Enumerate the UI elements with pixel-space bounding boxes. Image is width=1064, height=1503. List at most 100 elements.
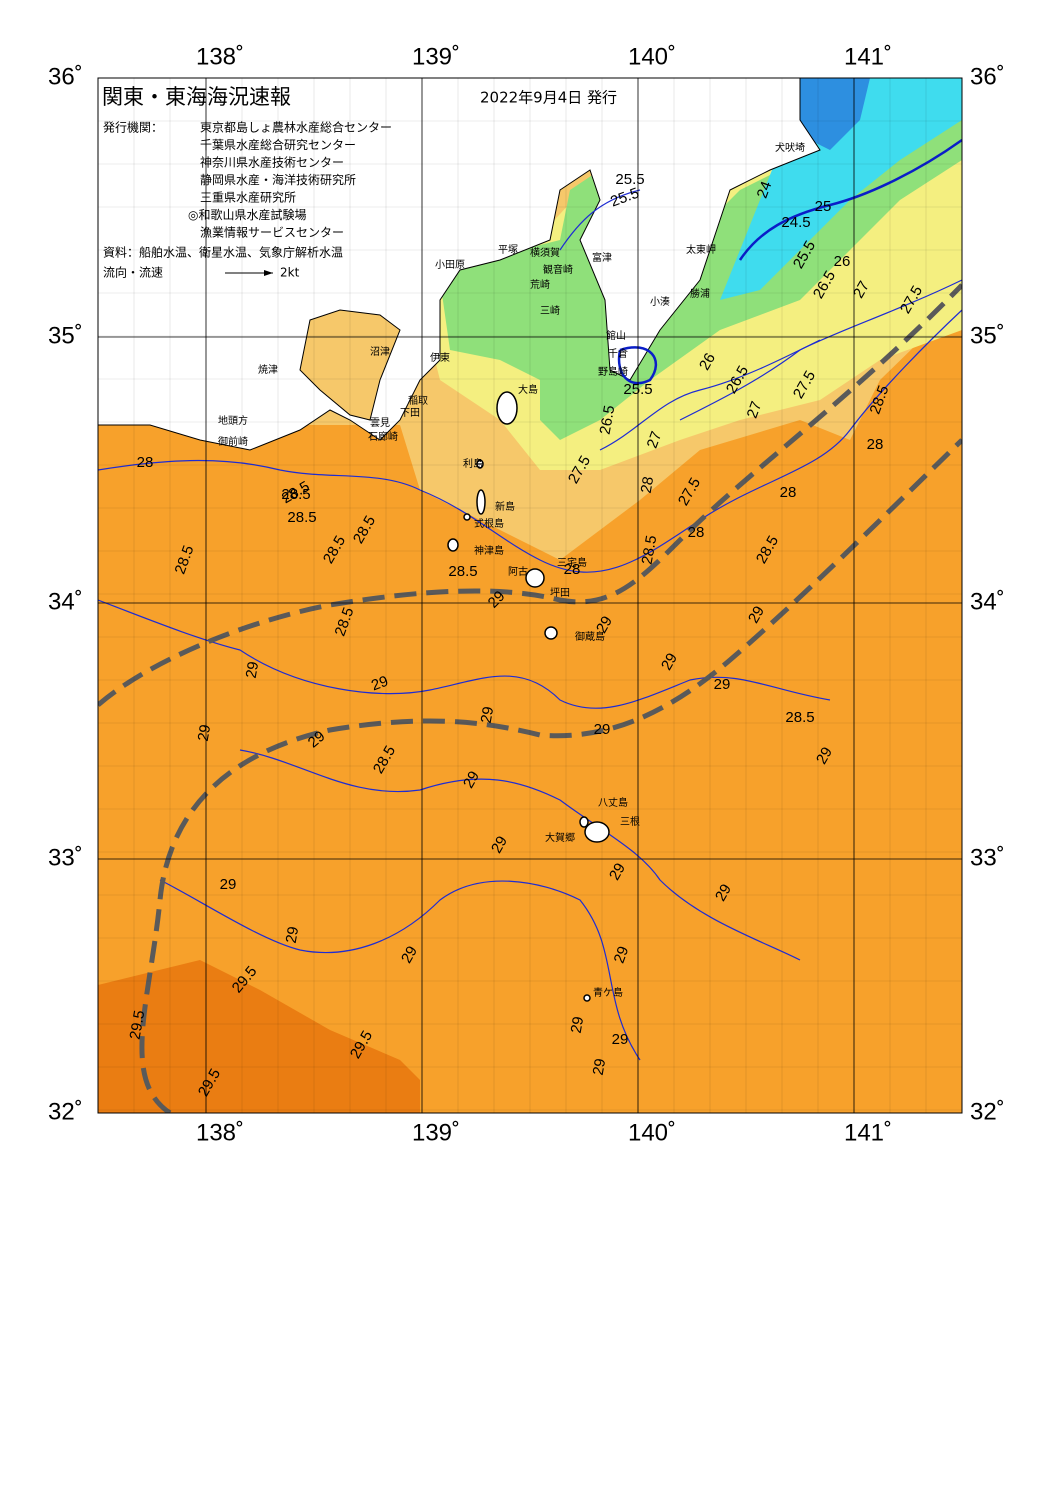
place-name: 新島 bbox=[495, 500, 515, 513]
issuer: 神奈川県水産技術センター bbox=[200, 155, 344, 170]
contour-label: 26 bbox=[834, 253, 851, 270]
contour-label: 28 bbox=[867, 436, 884, 453]
place-name: 雲見 bbox=[370, 417, 390, 429]
lat-label-left: 34˚ bbox=[48, 588, 83, 615]
lat-label-left: 36˚ bbox=[48, 63, 83, 90]
place-name: 利島 bbox=[463, 457, 483, 470]
contour-label: 29 bbox=[478, 705, 498, 724]
contours bbox=[98, 138, 962, 1061]
issuer: 漁業情報サービスセンター bbox=[200, 226, 344, 240]
contour-label: 29 bbox=[745, 603, 768, 626]
contour-label: 27 bbox=[850, 278, 873, 301]
contour-label: 25 bbox=[815, 198, 832, 215]
islands bbox=[447, 391, 610, 1002]
contour-label: 25.5 bbox=[623, 381, 652, 398]
contour-label: 28.5 bbox=[281, 486, 310, 503]
place-name: 大島 bbox=[518, 383, 538, 396]
place-name: 小田原 bbox=[435, 259, 465, 271]
contour-label: 27 bbox=[644, 429, 666, 450]
place-name: 坪田 bbox=[550, 586, 570, 599]
contour-label: 28.5 bbox=[785, 709, 814, 726]
contour-label: 29 bbox=[590, 1057, 610, 1076]
place-name: 御前崎 bbox=[218, 435, 248, 448]
lon-label-top: 140˚ bbox=[628, 43, 676, 70]
place-name: 富津 bbox=[592, 251, 612, 264]
lon-label-bottom: 140˚ bbox=[628, 1119, 676, 1146]
contour-label: 29 bbox=[714, 676, 731, 693]
issuer: 三重県水産研究所 bbox=[200, 190, 296, 205]
contour-label: 29 bbox=[283, 925, 303, 944]
axes: 138˚ 138˚ 139˚ 139˚ 140˚ 140˚ 141˚ 141˚ 36˚ 36˚ 35… bbox=[48, 43, 1005, 1146]
land bbox=[98, 78, 821, 451]
contour-label: 25.5 bbox=[615, 171, 644, 188]
contour-label: 29 bbox=[612, 1031, 629, 1048]
place-name: 荒崎 bbox=[530, 278, 550, 291]
legend-label: 流向・流速 bbox=[103, 265, 163, 280]
contour-label: 29 bbox=[611, 944, 633, 965]
contour-label: 24.5 bbox=[781, 214, 810, 231]
lat-label-right: 36˚ bbox=[970, 63, 1005, 90]
contour-label: 28 bbox=[137, 454, 154, 471]
lon-label-bottom: 139˚ bbox=[412, 1119, 460, 1146]
contour-label: 29 bbox=[593, 613, 616, 636]
contour-label: 24 bbox=[754, 179, 776, 200]
contour-label: 29 bbox=[813, 744, 836, 767]
contour-label: 29 bbox=[195, 723, 215, 742]
contour-label: 29 bbox=[606, 860, 629, 883]
lat-label-right: 35˚ bbox=[970, 322, 1005, 349]
lat-label-right: 34˚ bbox=[970, 588, 1005, 615]
contour-label: 26.5 bbox=[597, 404, 619, 436]
contour-label: 28 bbox=[780, 484, 797, 501]
issuer: 東京都島しょ農林水産総合センター bbox=[200, 120, 392, 135]
contour-label: 27 bbox=[744, 399, 766, 420]
place-name: 稲取 bbox=[408, 395, 428, 407]
place-name: 平塚 bbox=[498, 244, 518, 256]
place-name: 下田 bbox=[400, 408, 420, 419]
issuer: ◎和歌山県水産試験場 bbox=[188, 207, 306, 222]
contour-label: 29 bbox=[398, 943, 421, 966]
place-name: 野島崎 bbox=[598, 365, 628, 378]
place-name: 石廊崎 bbox=[368, 430, 398, 443]
contour-label: 29 bbox=[369, 673, 390, 695]
place-name: 小湊 bbox=[650, 295, 670, 308]
place-name: 伊東 bbox=[430, 351, 450, 364]
source: 資料：船舶水温、衛星水温、気象庁解析水温 bbox=[103, 245, 343, 260]
place-name: 大賀郷 bbox=[545, 831, 575, 844]
contour-label: 29 bbox=[460, 768, 483, 791]
place-name: 勝浦 bbox=[690, 287, 710, 300]
grid bbox=[98, 78, 962, 1113]
lon-label-bottom: 138˚ bbox=[196, 1119, 244, 1146]
current-axis bbox=[98, 283, 962, 1113]
contour-label: 29 bbox=[594, 721, 611, 738]
issuers: 東京都島しょ農林水産総合センター千葉県水産総合研究センター神奈川県水産技術センタ… bbox=[188, 120, 392, 240]
map-frame bbox=[97, 77, 963, 1114]
issue-date: 2022年9月4日 発行 bbox=[480, 89, 617, 107]
place-name: 犬吠埼 bbox=[775, 141, 805, 154]
lat-label-right: 32˚ bbox=[970, 1098, 1005, 1125]
place-name: 神津島 bbox=[474, 544, 504, 557]
contour-label: 28 bbox=[638, 475, 658, 494]
place-name: 太東岬 bbox=[686, 243, 716, 256]
place-name: 青ケ島 bbox=[593, 986, 623, 999]
lon-label-top: 141˚ bbox=[844, 43, 892, 70]
contour-label: 28 bbox=[564, 561, 581, 578]
contour-label: 29 bbox=[712, 881, 735, 904]
place-name: 千倉 bbox=[608, 347, 628, 360]
place-name: 沼津 bbox=[370, 345, 390, 358]
contour-label: 29 bbox=[658, 650, 681, 673]
contour-label: 29 bbox=[243, 660, 263, 679]
contour-label: 29.5 bbox=[127, 1009, 149, 1041]
lon-label-top: 139˚ bbox=[412, 43, 460, 70]
place-name: 御蔵島 bbox=[575, 630, 605, 643]
place-name: 館山 bbox=[606, 329, 626, 342]
place-name: 阿古 bbox=[508, 565, 528, 578]
map-title: 関東・東海海況速報 bbox=[102, 85, 291, 109]
suruga-bay bbox=[299, 309, 401, 421]
place-name: 焼津 bbox=[258, 364, 278, 376]
contour-label: 26 bbox=[696, 350, 719, 373]
place-name: 観音崎 bbox=[543, 263, 573, 276]
lon-label-bottom: 141˚ bbox=[844, 1119, 892, 1146]
lat-label-left: 33˚ bbox=[48, 844, 83, 871]
legend-arrowhead bbox=[264, 270, 273, 276]
